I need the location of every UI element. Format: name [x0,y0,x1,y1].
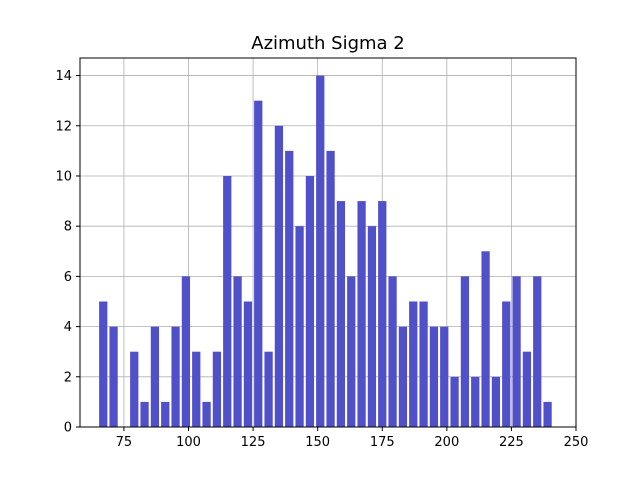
histogram-bar [336,201,346,427]
y-tick-label: 2 [64,370,72,385]
histogram-bar [502,301,511,427]
histogram-bar [543,401,552,427]
y-tick-label: 0 [64,421,72,436]
x-tick-label: 150 [305,435,330,450]
histogram-bar [243,301,253,427]
histogram-bar [512,276,521,427]
histogram-bar [357,201,366,427]
axes-group: 75 100 125 150 175 200 225 250 0 2 4 6 8 10 12 14 [55,57,589,450]
histogram-bar [326,150,335,427]
plot-frame [79,57,577,428]
x-tick-label: 200 [434,435,459,450]
histogram-bar [471,376,480,427]
histogram-bar [347,276,356,427]
histogram-bar [285,150,294,427]
histogram-bar [130,351,139,427]
histogram-bar [212,351,222,427]
x-tick-label: 75 [116,435,133,450]
histogram-bar [181,276,191,427]
y-tick-label: 14 [55,69,72,84]
histogram-bar [99,301,108,427]
histogram-bar [305,175,315,427]
histogram-bar [192,351,201,427]
x-tick-label: 250 [564,435,589,450]
histogram-bar [274,125,284,427]
histogram-bar [450,376,459,427]
histogram-bar [367,226,377,427]
y-tick-label: 10 [55,169,72,184]
histogram-bar [223,175,232,427]
histogram-bar [150,326,160,427]
histogram-bar [388,276,397,427]
x-tick-label: 100 [176,435,201,450]
y-tick-label: 6 [64,270,72,285]
histogram-bar [491,376,501,427]
histogram-bar [429,326,439,427]
histogram-bar [409,301,418,427]
histogram-bar [264,351,273,427]
histogram-bar [161,401,170,427]
histogram-bar [295,226,304,427]
y-tick-label: 12 [55,119,72,134]
histogram-bar [398,326,408,427]
histogram-bar [316,75,325,428]
histogram-bar [202,401,211,427]
histogram-bar [254,100,263,428]
x-tick-label: 225 [499,435,524,450]
histogram-bar [233,276,242,427]
histogram-bar [522,351,532,427]
histogram-bar [171,326,180,427]
histogram-bar [460,276,470,427]
chart-title: Azimuth Sigma 2 [251,33,404,54]
bars-group [99,75,552,428]
histogram-bar [140,401,149,427]
histogram-bar [419,301,428,427]
histogram-bar [481,251,490,427]
histogram-bar [440,326,449,427]
histogram-bar [109,326,118,427]
histogram-bar [533,276,542,427]
histogram-bar [378,201,387,427]
y-tick-label: 8 [64,220,72,235]
x-tick-label: 125 [241,435,266,450]
x-tick-label: 175 [370,435,395,450]
y-tick-label: 4 [64,320,72,335]
